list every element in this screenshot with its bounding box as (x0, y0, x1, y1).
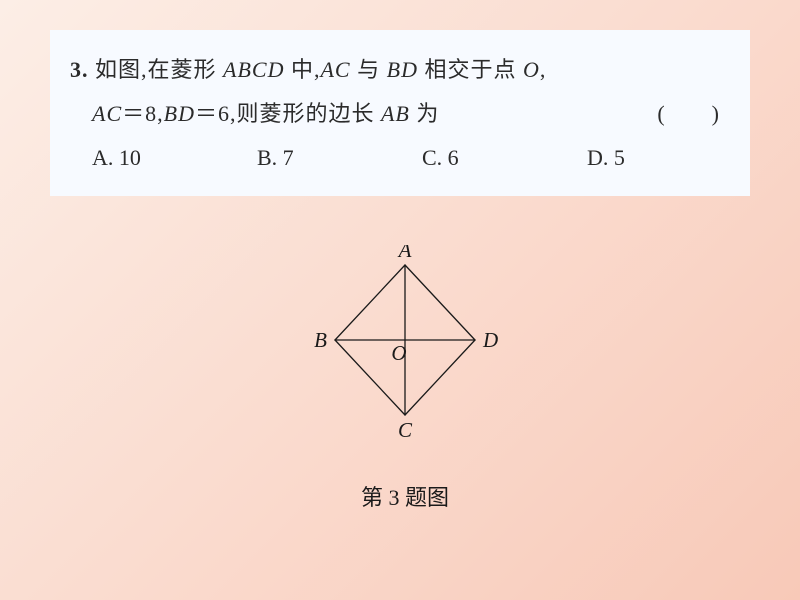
options-row: A. 10 B. 7 C. 6 D. 5 (70, 136, 730, 180)
option-c: C. 6 (422, 136, 587, 180)
svg-text:O: O (391, 341, 406, 365)
sym-bd: BD (387, 57, 418, 82)
svg-text:第 3 题图: 第 3 题图 (361, 485, 449, 510)
text: , (540, 57, 547, 82)
svg-text:B: B (314, 328, 327, 352)
option-b: B. 7 (257, 136, 422, 180)
rhombus-diagram: A B C D O 第 3 题图 (240, 245, 570, 545)
text: 与 (357, 57, 380, 82)
option-d: D. 5 (587, 136, 752, 180)
svg-text:A: A (397, 245, 412, 262)
text: 中, (291, 57, 321, 82)
sym-ab: AB (381, 101, 410, 126)
text: 为 (416, 101, 439, 126)
text: 如图,在菱形 (95, 57, 217, 82)
option-a: A. 10 (92, 136, 257, 180)
text: ＝8, (122, 101, 164, 126)
question-number: 3. (70, 57, 89, 82)
sym-ac2: AC (92, 101, 122, 126)
question-line-1: 3. 如图,在菱形 ABCD 中,AC 与 BD 相交于点 O, (70, 48, 730, 92)
diagram-container: A B C D O 第 3 题图 (240, 245, 570, 545)
svg-text:D: D (482, 328, 498, 352)
sym-abcd: ABCD (223, 57, 284, 82)
question-box: 3. 如图,在菱形 ABCD 中,AC 与 BD 相交于点 O, AC＝8,BD… (50, 30, 750, 196)
sym-o: O (523, 57, 540, 82)
svg-text:C: C (398, 418, 413, 442)
question-line-2: AC＝8,BD＝6,则菱形的边长 AB 为 ( ) (70, 92, 730, 136)
sym-ac: AC (320, 57, 350, 82)
text: ＝6,则菱形的边长 (195, 101, 375, 126)
answer-paren: ( ) (657, 92, 730, 136)
sym-bd2: BD (164, 101, 195, 126)
text: 相交于点 (424, 57, 516, 82)
